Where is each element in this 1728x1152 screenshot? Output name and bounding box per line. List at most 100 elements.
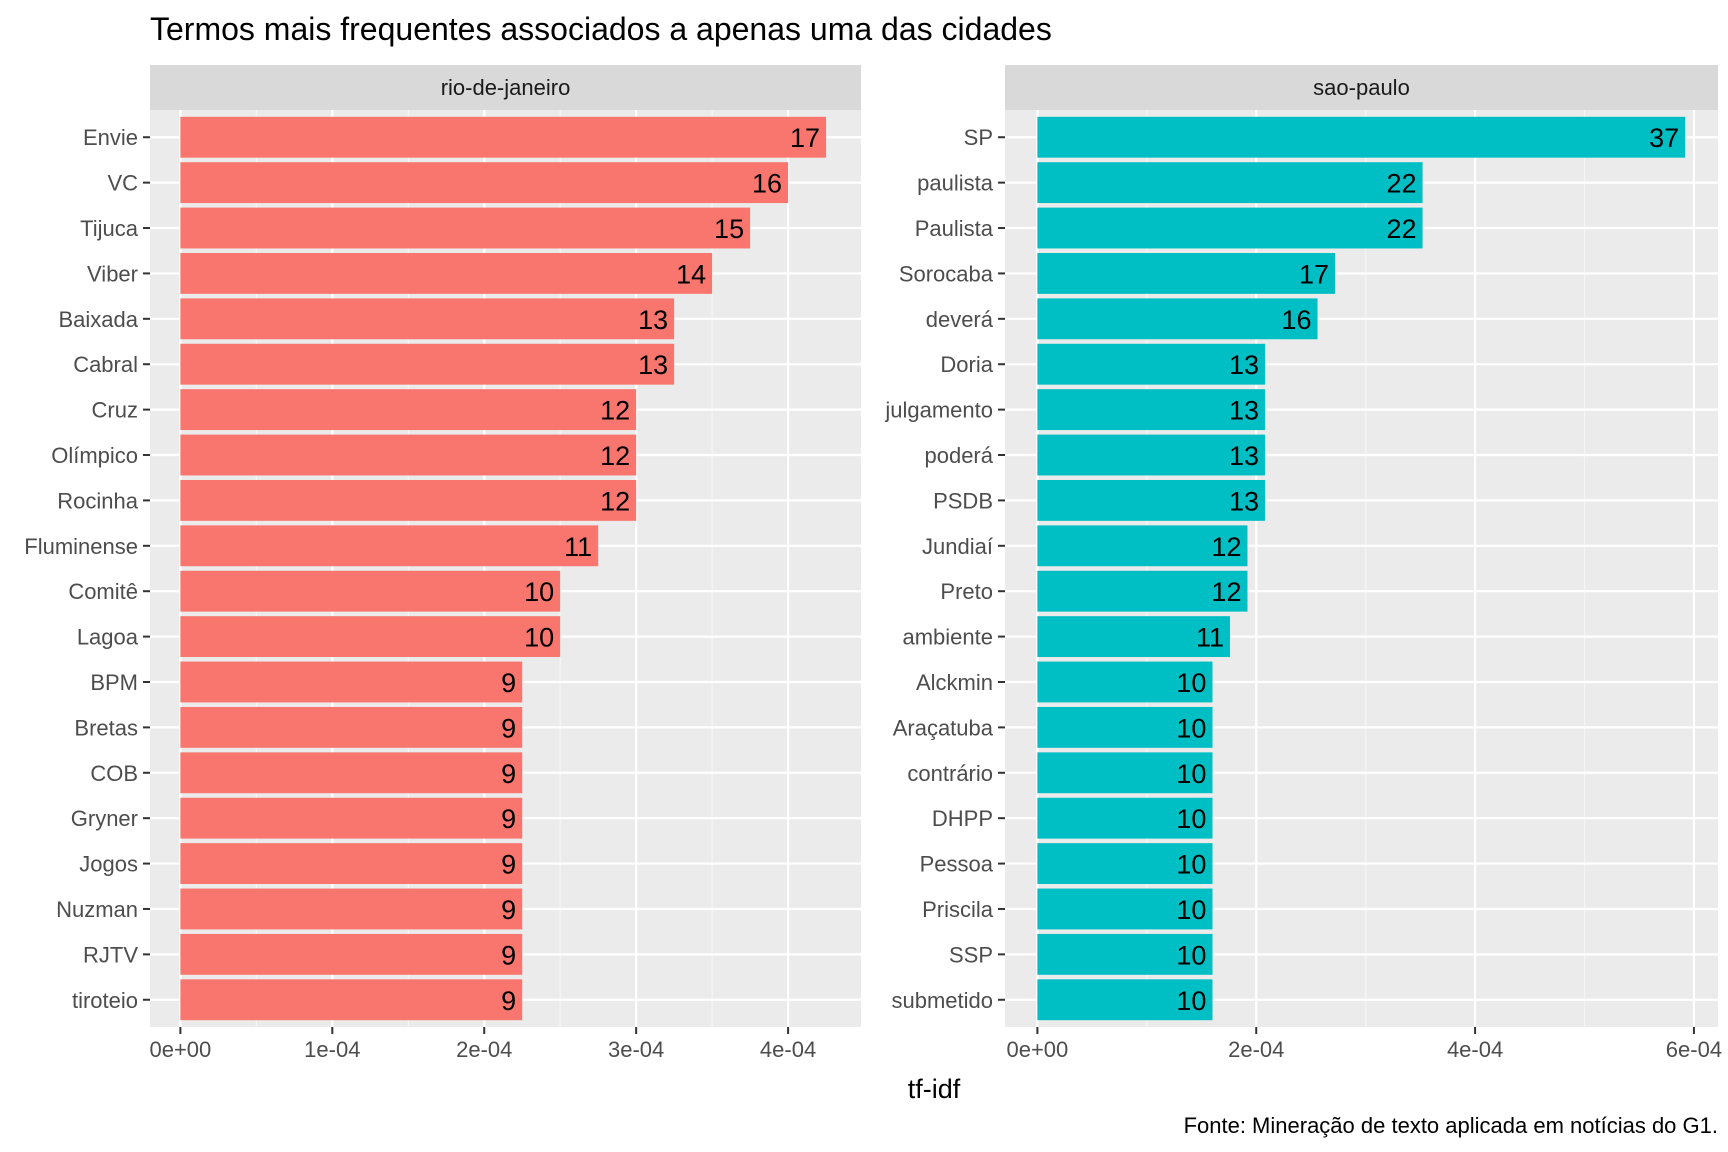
- y-tick-label: Jogos: [79, 852, 138, 877]
- y-tick-label: julgamento: [884, 398, 993, 423]
- bar: [180, 843, 523, 885]
- y-tick-label: ambiente: [902, 625, 993, 650]
- bar: [1037, 570, 1248, 612]
- bar: [1037, 479, 1265, 521]
- bar-value-label: 9: [501, 850, 516, 880]
- bar: [180, 933, 523, 975]
- y-tick-label: Comitê: [68, 579, 138, 604]
- bar-value-label: 10: [1176, 668, 1206, 698]
- x-tick-label: 4e-04: [1447, 1037, 1503, 1062]
- bar-value-label: 13: [638, 350, 668, 380]
- x-tick-label: 2e-04: [1228, 1037, 1284, 1062]
- y-tick-label: Sorocaba: [899, 261, 994, 286]
- y-tick-label: Cabral: [73, 352, 138, 377]
- facet-strip-label: sao-paulo: [1313, 75, 1410, 100]
- bar: [180, 207, 751, 249]
- panel-rio-de-janeiro: rio-de-janeiro 17 Envie 16 VC 15 Tijuca 14 Viber…: [24, 65, 861, 1062]
- bar: [1037, 797, 1213, 839]
- x-axis-title: tf-idf: [908, 1074, 961, 1104]
- bar: [180, 570, 561, 612]
- bar-value-label: 10: [1176, 895, 1206, 925]
- bar: [1037, 162, 1423, 204]
- bar-value-label: 9: [501, 940, 516, 970]
- bar: [1037, 207, 1423, 249]
- y-tick-label: Gryner: [71, 806, 138, 831]
- bar-value-label: 10: [1176, 759, 1206, 789]
- y-tick-label: Rocinha: [57, 488, 138, 513]
- chart-title: Termos mais frequentes associados a apen…: [150, 11, 1052, 47]
- bar-value-label: 10: [524, 577, 554, 607]
- bar-value-label: 16: [752, 169, 782, 199]
- x-tick-label: 0e+00: [149, 1037, 211, 1062]
- bar-value-label: 37: [1649, 123, 1679, 153]
- y-tick-label: SSP: [949, 942, 993, 967]
- bar: [1037, 116, 1686, 158]
- bar: [180, 797, 523, 839]
- bar-value-label: 10: [1176, 986, 1206, 1016]
- y-tick-label: Tijuca: [80, 216, 139, 241]
- bar: [180, 116, 827, 158]
- bar: [1037, 434, 1265, 476]
- bar: [180, 706, 523, 748]
- bar-value-label: 11: [1196, 623, 1224, 653]
- bar: [1037, 525, 1248, 567]
- y-tick-label: Pessoa: [920, 852, 994, 877]
- bar: [1037, 661, 1213, 703]
- y-tick-label: Jundiaí: [922, 534, 993, 559]
- y-tick-label: Cruz: [92, 398, 138, 423]
- facet-panels: rio-de-janeiro 17 Envie 16 VC 15 Tijuca 14 Viber…: [24, 65, 1722, 1062]
- bar: [180, 616, 561, 658]
- bar: [1037, 843, 1213, 885]
- bar: [180, 979, 523, 1021]
- y-tick-label: Lagoa: [77, 625, 139, 650]
- bar-value-label: 22: [1387, 214, 1417, 244]
- bar: [180, 389, 637, 431]
- bar: [180, 479, 637, 521]
- facet-strip: [150, 65, 861, 110]
- y-tick-label: Nuzman: [56, 897, 138, 922]
- y-tick-label: Alckmin: [916, 670, 993, 695]
- bar: [1037, 933, 1213, 975]
- y-tick-label: BPM: [90, 670, 138, 695]
- y-tick-label: Priscila: [922, 897, 994, 922]
- bar: [180, 888, 523, 930]
- y-tick-label: DHPP: [932, 806, 993, 831]
- y-tick-label: poderá: [924, 443, 993, 468]
- bar-value-label: 9: [501, 895, 516, 925]
- bar: [1037, 343, 1265, 385]
- x-tick-label: 6e-04: [1666, 1037, 1722, 1062]
- y-tick-label: contrário: [907, 761, 993, 786]
- bar-value-label: 15: [714, 214, 744, 244]
- bar: [1037, 252, 1336, 294]
- y-tick-label: Bretas: [74, 715, 138, 740]
- bar: [180, 252, 713, 294]
- y-tick-label: Araçatuba: [893, 715, 994, 740]
- facet-strip-label: rio-de-janeiro: [441, 75, 571, 100]
- bar: [180, 752, 523, 794]
- panel-sao-paulo: sao-paulo 37 SP 22 paulista 22 Paulista 17 Soroc…: [884, 65, 1722, 1062]
- bar-value-label: 10: [1176, 804, 1206, 834]
- y-tick-label: Viber: [87, 261, 138, 286]
- bar-value-label: 12: [600, 396, 630, 426]
- y-tick-label: COB: [90, 761, 138, 786]
- y-tick-label: tiroteio: [72, 988, 138, 1013]
- bar: [180, 661, 523, 703]
- bar-value-label: 10: [1176, 850, 1206, 880]
- bar-value-label: 13: [1229, 396, 1259, 426]
- x-tick-label: 4e-04: [760, 1037, 816, 1062]
- y-tick-label: Preto: [940, 579, 993, 604]
- bar-value-label: 12: [1211, 532, 1241, 562]
- x-tick-label: 2e-04: [456, 1037, 512, 1062]
- bar-value-label: 11: [564, 532, 592, 562]
- bar-value-label: 10: [524, 623, 554, 653]
- bar-value-label: 22: [1387, 169, 1417, 199]
- bar-value-label: 12: [600, 441, 630, 471]
- y-tick-label: Envie: [83, 125, 138, 150]
- y-tick-label: Doria: [940, 352, 993, 377]
- y-tick-label: Baixada: [58, 307, 138, 332]
- bar-value-label: 12: [1211, 577, 1241, 607]
- chart-caption: Fonte: Mineração de texto aplicada em no…: [1184, 1113, 1718, 1138]
- bar-value-label: 14: [676, 259, 706, 289]
- bar-value-label: 9: [501, 713, 516, 743]
- bar: [1037, 298, 1318, 340]
